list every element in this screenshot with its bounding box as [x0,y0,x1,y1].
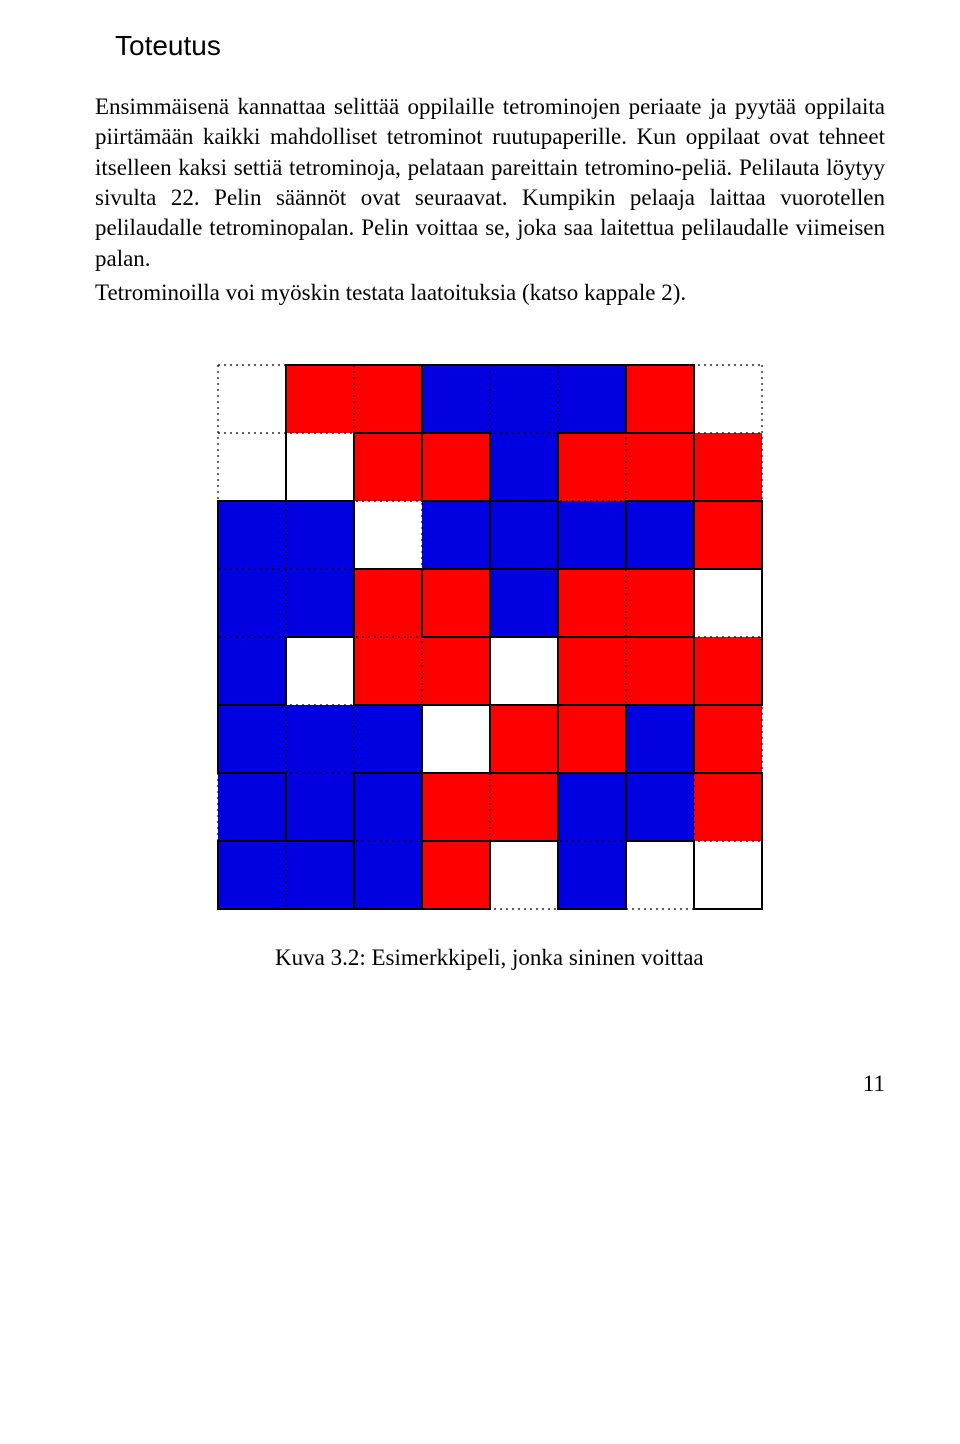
paragraph-2: Tetrominoilla voi myöskin testata laatoi… [95,278,885,308]
section-title: Toteutus [115,30,885,62]
figure: Kuva 3.2: Esimerkkipeli, jonka sininen v… [95,364,885,971]
paragraph-1: Ensimmäisenä kannattaa selittää oppilail… [95,92,885,274]
figure-caption: Kuva 3.2: Esimerkkipeli, jonka sininen v… [275,945,885,971]
body-text: Ensimmäisenä kannattaa selittää oppilail… [95,92,885,309]
page-number: 11 [95,1071,885,1097]
tetromino-grid [217,364,763,910]
